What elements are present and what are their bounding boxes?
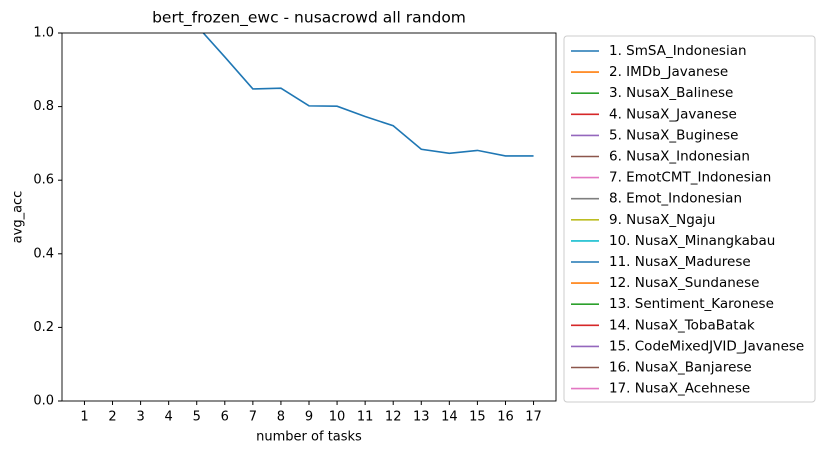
legend-label: 15. CodeMixedJVID_Javanese — [609, 338, 804, 354]
data-line — [202, 33, 534, 157]
legend-label: 17. NusaX_Acehnese — [609, 381, 750, 397]
plot-area — [202, 33, 534, 157]
legend-box — [563, 35, 816, 403]
x-tick-label: 17 — [525, 410, 542, 425]
legend-label: 14. NusaX_TobaBatak — [609, 317, 755, 333]
x-tick-label: 13 — [413, 410, 430, 425]
plot-frame — [61, 32, 557, 402]
x-tick-label: 1 — [80, 410, 88, 425]
x-tick-label: 5 — [193, 410, 201, 425]
legend-label: 3. NusaX_Balinese — [609, 85, 733, 101]
legend-label: 5. NusaX_Buginese — [609, 127, 738, 143]
y-tick-label: 0.6 — [33, 173, 54, 188]
y-tick-label: 0.8 — [33, 99, 54, 114]
y-tick-label: 0.2 — [33, 320, 54, 335]
y-tick-label: 1.0 — [33, 26, 54, 41]
legend-label: 8. Emot_Indonesian — [609, 191, 742, 207]
legend-label: 6. NusaX_Indonesian — [609, 149, 750, 165]
legend-label: 4. NusaX_Javanese — [609, 106, 737, 122]
legend-label: 11. NusaX_Madurese — [609, 254, 751, 270]
x-tick-label: 8 — [277, 410, 285, 425]
y-axis-label: avg_acc — [11, 191, 26, 244]
legend-label: 7. EmotCMT_Indonesian — [609, 170, 771, 186]
x-tick-label: 3 — [136, 410, 144, 425]
chart-title: bert_frozen_ewc - nusacrowd all random — [152, 9, 466, 28]
x-axis-label: number of tasks — [256, 430, 362, 445]
legend-label: 1. SmSA_Indonesian — [609, 43, 747, 59]
x-tick-label: 14 — [441, 410, 458, 425]
legend-label: 9. NusaX_Ngaju — [609, 212, 715, 228]
x-tick-label: 11 — [357, 410, 374, 425]
x-tick-label: 16 — [497, 410, 514, 425]
legend-label: 12. NusaX_Sundanese — [609, 275, 759, 291]
x-tick-label: 6 — [221, 410, 229, 425]
y-tick-label: 0.4 — [33, 246, 54, 261]
x-tick-label: 12 — [385, 410, 402, 425]
x-tick-label: 7 — [249, 410, 257, 425]
x-tick-label: 10 — [329, 410, 346, 425]
legend-label: 2. IMDb_Javanese — [609, 64, 728, 80]
legend-label: 13. Sentiment_Karonese — [609, 296, 774, 312]
legend-label: 16. NusaX_Banjarese — [609, 360, 752, 376]
legend-label: 10. NusaX_Minangkabau — [609, 233, 775, 249]
x-tick-label: 9 — [305, 410, 313, 425]
x-tick-label: 2 — [108, 410, 116, 425]
x-tick-label: 15 — [469, 410, 486, 425]
x-tick-label: 4 — [165, 410, 173, 425]
y-tick-label: 0.0 — [33, 394, 54, 409]
